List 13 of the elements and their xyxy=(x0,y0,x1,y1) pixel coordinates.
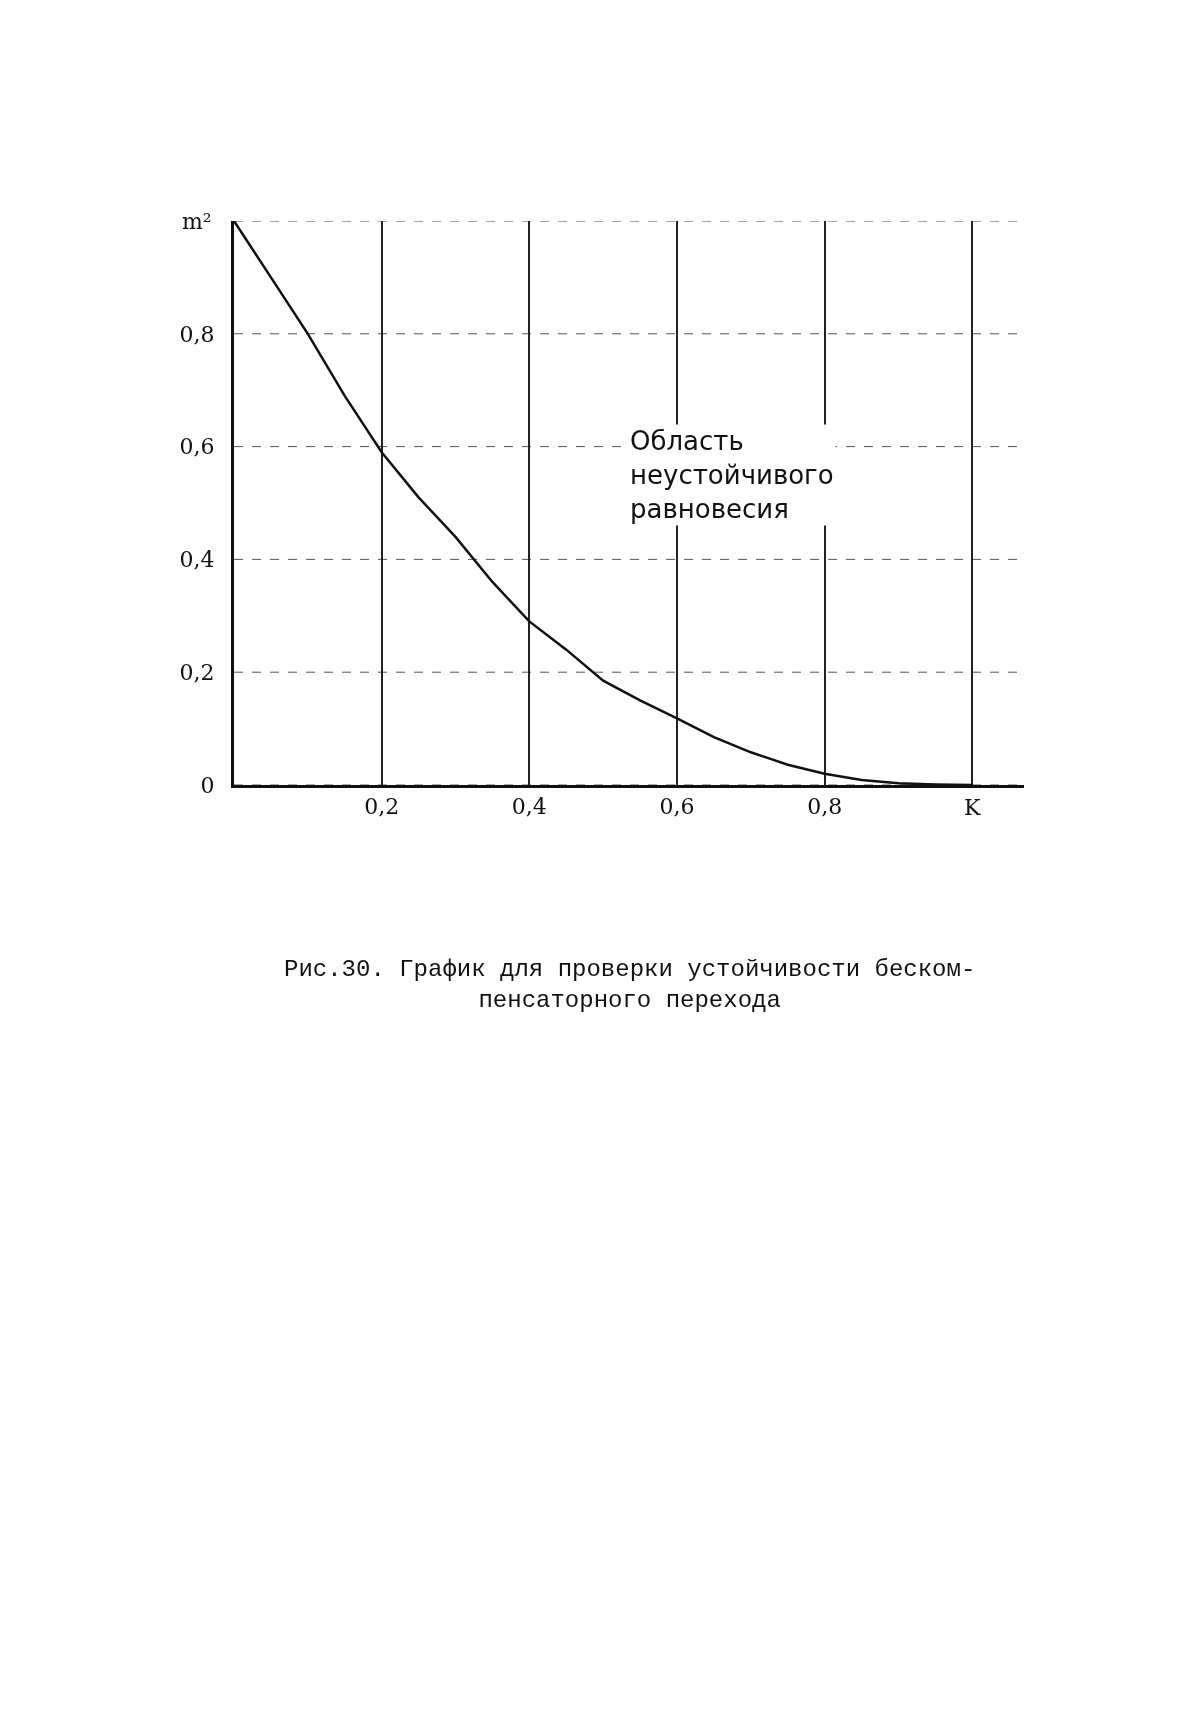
y-tick-label: 0 xyxy=(200,772,215,798)
y-tick-label: 0,4 xyxy=(179,547,215,573)
x-tick-label: 0,8 xyxy=(807,794,843,820)
annotation: Область неустойчивого равновесия xyxy=(630,426,834,524)
x-tick-label: 0,2 xyxy=(364,794,400,820)
y-tick-label: 0,6 xyxy=(179,434,215,460)
x-axis-title: K xyxy=(964,795,981,820)
x-tick-label: 0,4 xyxy=(511,794,547,820)
text: Рис.30. График для проверки устойчивости беском- пенсаторного перехода xyxy=(284,956,976,1015)
y-tick-label: 0,8 xyxy=(179,321,215,347)
y-axis-title: m² xyxy=(182,209,212,234)
x-tick-label: 0,6 xyxy=(659,794,695,820)
y-tick-label: 0,2 xyxy=(179,659,215,685)
